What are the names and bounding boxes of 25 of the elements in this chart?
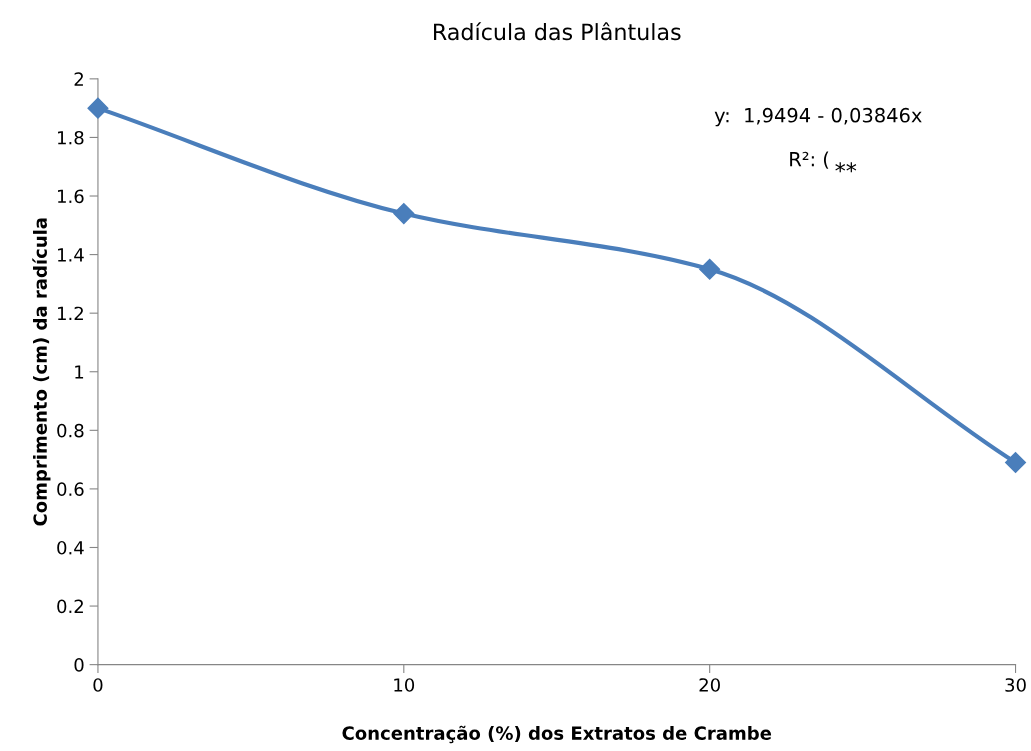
point: [87, 97, 109, 119]
y-tick-label: 2: [74, 72, 83, 86]
annotation: y: 1,9494 - 0,03846x: [714, 107, 922, 127]
annotation: **: [835, 162, 857, 173]
y-tick-label: 1.6: [58, 189, 84, 204]
y-tick-label: 1.2: [58, 306, 83, 321]
y-tick-label: 1.4: [58, 248, 84, 262]
x-axis-title: Concentração (%) dos Extratos de Crambe: [342, 725, 772, 744]
y-tick-label: 0.6: [57, 482, 84, 497]
y-tick-label: 0.2: [57, 599, 83, 614]
point: [699, 258, 721, 280]
point: [1005, 452, 1027, 474]
x-tick-label: 10: [394, 678, 415, 692]
x-tick-label: 20: [699, 678, 720, 692]
y-tick-label: 0: [74, 658, 84, 672]
annotation: R²: (: [790, 151, 829, 169]
y-tick-label: 0.4: [57, 540, 84, 555]
x-tick-label: 0: [93, 678, 103, 692]
y-tick-label: 1.8: [58, 130, 84, 145]
y-tick-label: 0.8: [57, 423, 84, 438]
x-tick-label: 30: [1005, 678, 1026, 692]
chart-title: Radícula das Plântulas: [434, 22, 681, 41]
y-tick-label: 1: [75, 365, 84, 379]
y-axis-title: Comprimento (cm) da radícula: [32, 218, 51, 526]
point: [393, 203, 415, 225]
